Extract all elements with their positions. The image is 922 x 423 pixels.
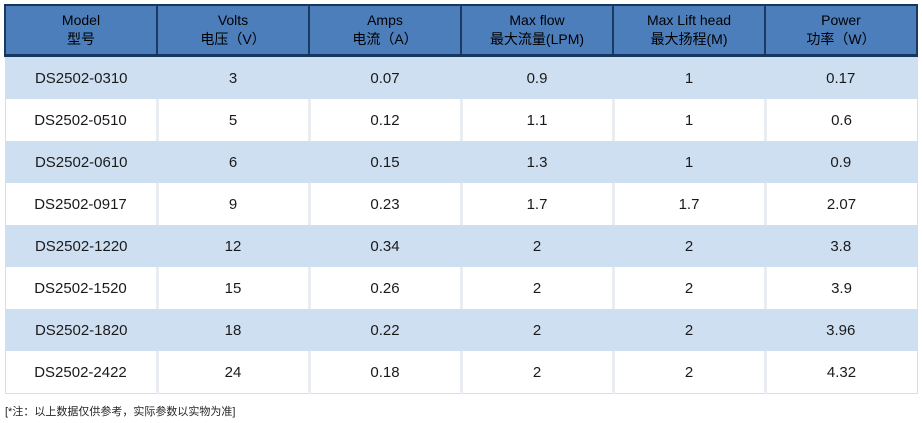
- cell-power: 3.96: [765, 309, 917, 351]
- cell-power: 0.17: [765, 55, 917, 99]
- cell-volts: 18: [157, 309, 309, 351]
- cell-model: DS2502-1220: [5, 225, 157, 267]
- cell-max-flow: 2: [461, 225, 613, 267]
- cell-amps: 0.07: [309, 55, 461, 99]
- cell-power: 0.6: [763, 99, 917, 141]
- cell-model: DS2502-1520: [5, 267, 157, 309]
- cell-amps: 0.34: [309, 225, 461, 267]
- cell-max-lift-head: 2: [611, 267, 765, 309]
- table-row: DS2502-2422 24 0.18 2 2 4.32: [5, 351, 917, 394]
- cell-amps: 0.23: [307, 183, 461, 225]
- footnote: [*注：以上数据仅供参考，实际参数以实物为准]: [5, 406, 236, 418]
- header-cell-amps: Amps 电流（A）: [308, 4, 462, 57]
- cell-model: DS2502-0917: [5, 183, 157, 225]
- cell-max-flow: 1.7: [459, 183, 613, 225]
- cell-volts: 6: [157, 141, 309, 183]
- table-row: DS2502-1820 18 0.22 2 2 3.96: [5, 309, 917, 351]
- pump-spec-table: Model 型号 Volts 电压（V） Amps 电流（A） Max flow…: [4, 4, 918, 394]
- cell-power: 3.9: [763, 267, 917, 309]
- header-label-zh: 电流（A）: [352, 31, 418, 47]
- header-label-zh: 最大扬程(M): [650, 31, 728, 47]
- table-row: DS2502-1520 15 0.26 2 2 3.9: [5, 267, 917, 309]
- header-label-en: Model: [61, 12, 101, 28]
- cell-power: 3.8: [765, 225, 917, 267]
- cell-max-lift-head: 1: [613, 141, 765, 183]
- cell-amps: 0.22: [309, 309, 461, 351]
- cell-model: DS2502-2422: [5, 351, 157, 394]
- cell-max-lift-head: 2: [613, 225, 765, 267]
- header-label-zh: 型号: [67, 31, 95, 47]
- table-row: DS2502-0610 6 0.15 1.3 1 0.9: [5, 141, 917, 183]
- cell-model: DS2502-0510: [5, 99, 157, 141]
- cell-max-flow: 1.3: [461, 141, 613, 183]
- cell-power: 0.9: [765, 141, 917, 183]
- cell-amps: 0.26: [307, 267, 461, 309]
- cell-max-lift-head: 1: [613, 55, 765, 99]
- cell-volts: 24: [155, 351, 309, 394]
- cell-max-flow: 1.1: [459, 99, 613, 141]
- header-cell-volts: Volts 电压（V）: [156, 4, 310, 57]
- header-cell-power: Power 功率（W）: [764, 4, 918, 57]
- header-label-zh: 电压（V）: [200, 31, 266, 47]
- cell-max-flow: 2: [461, 309, 613, 351]
- header-label-en: Power: [821, 12, 861, 28]
- cell-max-flow: 0.9: [461, 55, 613, 99]
- cell-volts: 3: [157, 55, 309, 99]
- cell-max-lift-head: 1.7: [611, 183, 765, 225]
- header-row: Model 型号 Volts 电压（V） Amps 电流（A） Max flow…: [4, 4, 918, 57]
- header-label-en: Max flow: [509, 12, 565, 28]
- table-row: DS2502-0310 3 0.07 0.9 1 0.17: [5, 55, 917, 99]
- header-cell-model: Model 型号: [4, 4, 158, 57]
- header-label-zh: 功率（W）: [806, 31, 876, 47]
- cell-model: DS2502-1820: [5, 309, 157, 351]
- header-cell-max-flow: Max flow 最大流量(LPM): [460, 4, 614, 57]
- header-label-en: Volts: [217, 12, 249, 28]
- cell-power: 2.07: [763, 183, 917, 225]
- cell-power: 4.32: [763, 351, 917, 394]
- table-row: DS2502-1220 12 0.34 2 2 3.8: [5, 225, 917, 267]
- cell-volts: 9: [155, 183, 309, 225]
- cell-max-flow: 2: [459, 267, 613, 309]
- header-label-zh: 最大流量(LPM): [489, 31, 585, 47]
- table-row: DS2502-0917 9 0.23 1.7 1.7 2.07: [5, 183, 917, 225]
- cell-max-lift-head: 2: [611, 351, 765, 394]
- cell-amps: 0.12: [307, 99, 461, 141]
- cell-amps: 0.18: [307, 351, 461, 394]
- table-row: DS2502-0510 5 0.12 1.1 1 0.6: [5, 99, 917, 141]
- header-label-en: Amps: [367, 12, 403, 28]
- header-label-en: Max Lift head: [646, 12, 732, 28]
- header-cell-max-lift-head: Max Lift head 最大扬程(M): [612, 4, 766, 57]
- cell-volts: 12: [157, 225, 309, 267]
- cell-model: DS2502-0610: [5, 141, 157, 183]
- cell-volts: 15: [155, 267, 309, 309]
- cell-model: DS2502-0310: [5, 55, 157, 99]
- cell-amps: 0.15: [309, 141, 461, 183]
- cell-max-lift-head: 2: [613, 309, 765, 351]
- cell-volts: 5: [155, 99, 309, 141]
- cell-max-lift-head: 1: [611, 99, 765, 141]
- cell-max-flow: 2: [459, 351, 613, 394]
